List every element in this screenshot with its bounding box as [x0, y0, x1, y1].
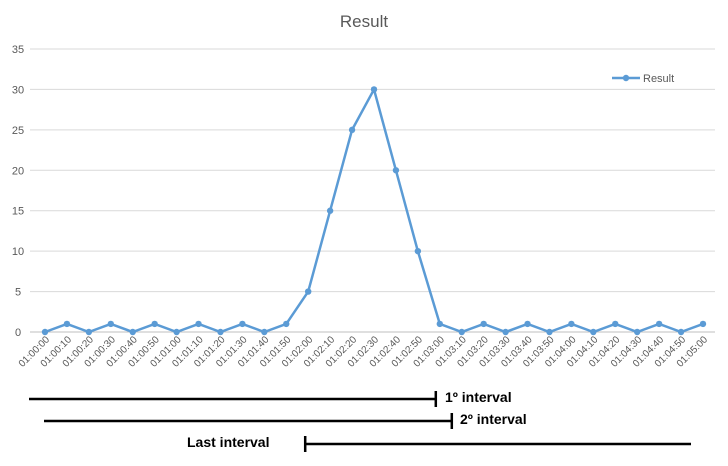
data-point [107, 320, 115, 328]
data-point [655, 320, 663, 328]
y-tick-label: 5 [15, 287, 21, 299]
data-point [173, 328, 180, 336]
data-point [699, 320, 707, 328]
y-tick-label: 10 [12, 246, 24, 258]
interval-label-last: Last interval [187, 434, 270, 450]
data-point [677, 328, 685, 336]
data-point [634, 328, 641, 336]
data-point [239, 320, 246, 328]
y-tick-label: 20 [12, 165, 24, 177]
data-point [524, 320, 531, 328]
data-point [392, 167, 400, 174]
x-axis-ticks: 01:00:0001:00:1001:00:2001:00:3001:00:40… [17, 334, 711, 370]
interval-label-2: 2º interval [460, 411, 527, 427]
data-point [458, 328, 465, 336]
data-point [546, 328, 553, 336]
data-point [436, 320, 443, 328]
data-point [85, 328, 93, 336]
data-point [41, 328, 49, 336]
data-point [195, 320, 202, 328]
data-point [568, 320, 575, 328]
y-tick-label: 25 [12, 125, 24, 137]
data-point [590, 328, 597, 336]
data-point [414, 247, 422, 255]
legend-marker [622, 74, 630, 82]
gridlines [30, 48, 715, 333]
interval-label-1: 1º interval [445, 389, 512, 405]
data-point [502, 328, 509, 336]
data-point [63, 320, 71, 328]
legend-label: Result [643, 73, 674, 85]
legend: Result [612, 73, 674, 85]
y-tick-label: 15 [12, 206, 24, 218]
data-point [348, 126, 356, 134]
data-point [129, 328, 136, 336]
y-axis-ticks: 0 5 10 15 20 25 30 35 [12, 44, 24, 339]
data-point [370, 86, 378, 93]
data-point [326, 207, 334, 214]
data-point [151, 320, 158, 328]
y-tick-label: 0 [15, 327, 21, 339]
data-point [261, 328, 268, 336]
series-layer [41, 86, 707, 336]
data-point [612, 320, 619, 328]
data-point [480, 320, 487, 328]
y-tick-label: 30 [12, 84, 24, 96]
data-point [217, 328, 224, 336]
data-point [305, 288, 312, 295]
chart-title: Result [339, 12, 389, 31]
y-tick-label: 35 [12, 44, 24, 56]
data-point [283, 320, 290, 328]
interval-brackets [29, 391, 691, 452]
